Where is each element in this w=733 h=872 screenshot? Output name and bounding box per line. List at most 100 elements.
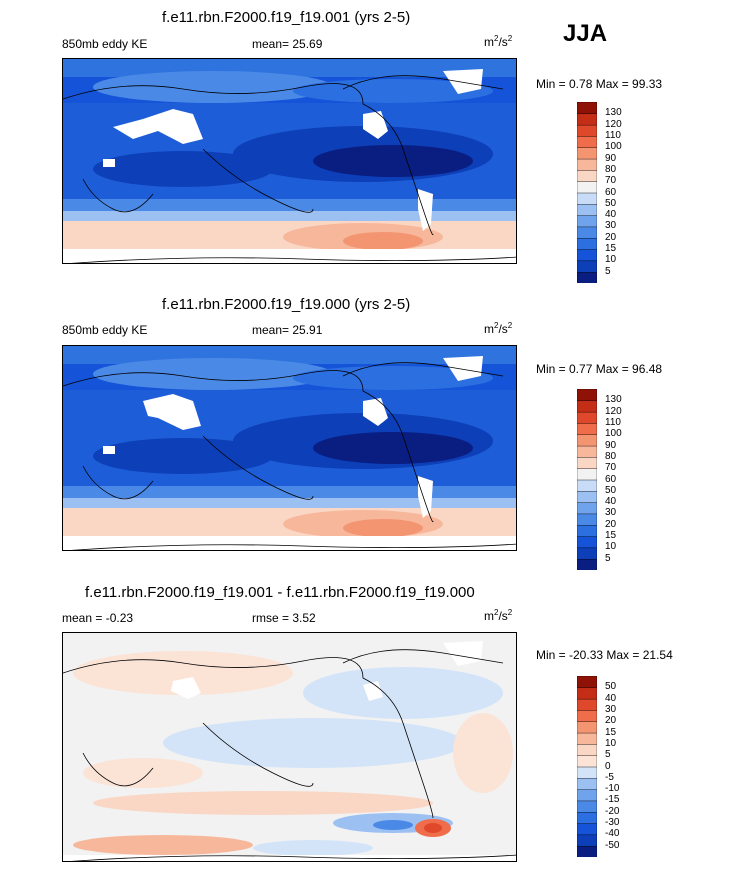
colorbar-tick-label: 70 — [605, 462, 617, 474]
colorbar-swatch — [576, 456, 598, 469]
colorbar-tick-label: 20 — [605, 715, 617, 727]
colorbar-swatch — [576, 754, 598, 768]
colorbar-tick-label: 10 — [605, 254, 617, 266]
colorbar-tick-label: -20 — [605, 805, 620, 817]
colorbar-tick-label: 90 — [605, 152, 617, 164]
colorbar-tick-label: 70 — [605, 175, 617, 187]
colorbar-swatch — [576, 777, 598, 790]
colorbar-tick-label: 100 — [605, 141, 622, 153]
panel-1-variable-label: 850mb eddy KE — [62, 37, 148, 51]
colorbar-tick-label: -10 — [605, 783, 620, 795]
colorbar-swatch — [576, 467, 598, 481]
colorbar-tick-label: 110 — [605, 416, 621, 428]
colorbar-swatch — [576, 260, 598, 273]
colorbar-swatch — [576, 445, 598, 458]
colorbar-swatch — [576, 524, 598, 537]
colorbar-tick-label: 50 — [605, 197, 617, 209]
colorbar-tick-label: 40 — [605, 209, 617, 221]
colorbar-tick-label: -15 — [605, 794, 620, 806]
panel-2-field — [63, 346, 516, 550]
panel-1-minmax: Min = 0.78 Max = 99.33 — [536, 77, 663, 91]
colorbar-swatch — [576, 766, 598, 779]
colorbar-tick-label: 5 — [605, 265, 611, 277]
colorbar-swatch — [576, 158, 598, 171]
panel-2-title: f.e11.rbn.F2000.f19_f19.000 (yrs 2-5) — [162, 296, 411, 313]
colorbar-swatch — [576, 743, 598, 756]
colorbar-swatch — [576, 113, 598, 126]
colorbar-tick-label: 15 — [605, 530, 617, 542]
colorbar-tick-label: 60 — [605, 186, 617, 198]
panel-1-map — [62, 58, 517, 264]
panel-2-units: m2/s2 — [484, 321, 513, 336]
colorbar-swatch — [576, 732, 598, 745]
panel-3-field — [63, 633, 516, 861]
panel-2-colorbar: 5 10 15 20 30 40 50 60 70 80 90 100 110 120 130 — [576, 388, 622, 571]
colorbar-tick-label: 15 — [605, 726, 617, 738]
colorbar-tick-label: 130 — [605, 394, 622, 406]
colorbar-swatch — [576, 687, 598, 700]
colorbar-tick-label: 0 — [605, 760, 611, 772]
colorbar-swatch — [576, 400, 598, 413]
colorbar-tick-label: 20 — [605, 231, 617, 243]
colorbar-swatch — [576, 788, 598, 802]
colorbar-tick-label: -5 — [605, 771, 614, 783]
colorbar-swatch — [576, 501, 598, 515]
panel-3-rmse-label: rmse = 3.52 — [252, 611, 316, 625]
panel-3-units: m2/s2 — [484, 608, 513, 623]
colorbar-swatch — [576, 479, 598, 492]
colorbar-tick-label: 120 — [605, 405, 622, 417]
colorbar-tick-label: 90 — [605, 439, 617, 451]
colorbar-swatch — [576, 535, 598, 549]
colorbar-swatch — [576, 513, 598, 526]
colorbar-swatch — [576, 811, 598, 824]
panel-3-colorbar: -50 -40 -30 -20 -15 -10 -5 0 5 10 15 20 30 40 50 — [576, 675, 619, 858]
colorbar-tick-label: 10 — [605, 541, 617, 553]
colorbar-swatch — [576, 845, 598, 858]
panel-1-field — [63, 59, 516, 263]
colorbar-tick-label: 100 — [605, 428, 622, 440]
panel-2-minmax: Min = 0.77 Max = 96.48 — [536, 362, 663, 376]
colorbar-tick-label: 50 — [605, 681, 617, 693]
colorbar-swatch — [576, 558, 598, 571]
colorbar-swatch — [576, 422, 598, 435]
colorbar-swatch — [576, 169, 598, 182]
colorbar-tick-label: 80 — [605, 163, 617, 175]
colorbar-tick-label: 60 — [605, 473, 617, 485]
colorbar-swatch — [576, 214, 598, 228]
colorbar-swatch — [576, 226, 598, 239]
colorbar-tick-label: 40 — [605, 496, 617, 508]
panel-3-minmax: Min = -20.33 Max = 21.54 — [536, 648, 673, 662]
panel-1-units: m2/s2 — [484, 34, 513, 49]
colorbar-tick-label: 110 — [605, 129, 621, 141]
panel-1-colorbar: 5 10 15 20 30 40 50 60 70 80 90 100 110 120 130 — [576, 101, 622, 284]
panel-3-colorbar-swatches — [576, 675, 598, 858]
colorbar-tick-label: -30 — [605, 817, 620, 829]
colorbar-swatch — [576, 135, 598, 148]
colorbar-swatch — [576, 203, 598, 216]
colorbar-swatch — [576, 721, 598, 734]
colorbar-swatch — [576, 834, 598, 847]
panel-2-map — [62, 345, 517, 551]
panel-3-map — [62, 632, 517, 862]
colorbar-tick-label: 120 — [605, 118, 622, 130]
colorbar-swatch — [576, 547, 598, 560]
colorbar-tick-label: 30 — [605, 703, 617, 715]
panel-2-colorbar-swatches — [576, 388, 598, 571]
colorbar-tick-label: 20 — [605, 518, 617, 530]
colorbar-swatch — [576, 271, 598, 284]
colorbar-tick-label: 30 — [605, 507, 617, 519]
colorbar-swatch — [576, 709, 598, 722]
colorbar-swatch — [576, 800, 598, 813]
colorbar-tick-label: -50 — [605, 839, 620, 851]
panel-2-variable-label: 850mb eddy KE — [62, 323, 148, 337]
colorbar-tick-label: 40 — [605, 692, 617, 704]
colorbar-swatch — [576, 237, 598, 250]
colorbar-tick-label: 5 — [605, 552, 611, 564]
colorbar-swatch — [576, 822, 598, 836]
colorbar-swatch — [576, 411, 598, 424]
colorbar-swatch — [576, 434, 598, 447]
colorbar-swatch — [576, 147, 598, 160]
colorbar-tick-label: 5 — [605, 749, 611, 761]
colorbar-swatch — [576, 490, 598, 503]
colorbar-tick-label: 30 — [605, 220, 617, 232]
